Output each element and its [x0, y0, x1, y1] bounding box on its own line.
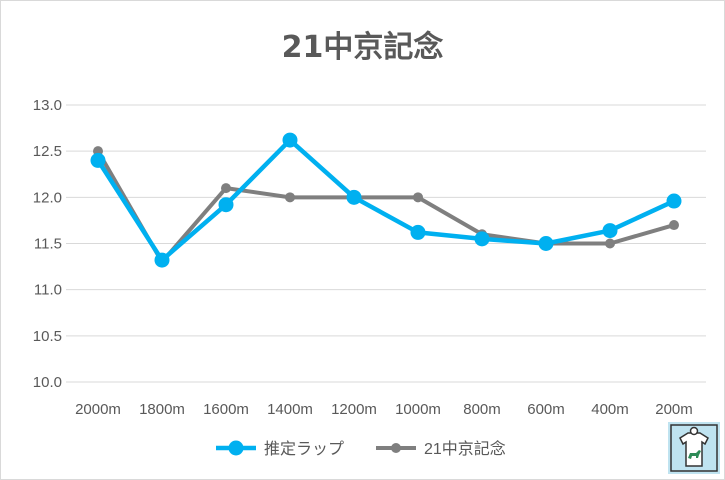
y-axis-tick-labels: 10.0 10.5 11.0 11.5 12.0 12.5 13.0 [33, 97, 62, 391]
y-tick-label: 11.0 [34, 282, 62, 299]
data-point [669, 220, 679, 231]
y-tick-label: 10.5 [33, 328, 62, 345]
x-tick-label: 800m [463, 401, 501, 418]
data-point [413, 192, 423, 203]
y-tick-label: 11.5 [34, 236, 62, 253]
x-axis-tick-labels: 2000m 1800m 1600m 1400m 1200m 1000m 800m 600m 40… [75, 401, 693, 418]
x-tick-label: 1600m [203, 401, 249, 418]
legend-swatch-marker [391, 443, 401, 453]
series-line [96, 150, 675, 264]
x-tick-label: 1200m [331, 401, 377, 418]
x-tick-label: 400m [591, 401, 629, 418]
data-point [154, 252, 170, 268]
data-point [602, 223, 618, 239]
y-tick-label: 13.0 [33, 97, 62, 114]
y-tick-label: 12.0 [33, 189, 62, 206]
x-tick-label: 200m [655, 401, 693, 418]
legend-entry: 21中京記念 [376, 439, 506, 458]
legend-entry: 推定ラップ [216, 440, 344, 458]
chart-title: 21中京記念 [281, 30, 444, 65]
data-point [605, 238, 615, 249]
data-point [410, 224, 426, 240]
data-point [285, 192, 295, 203]
series-1 [90, 132, 682, 268]
legend-label: 推定ラップ [264, 440, 344, 458]
series-lines [90, 132, 682, 268]
data-point [538, 236, 554, 251]
series-2 [93, 146, 679, 267]
data-point [90, 152, 106, 168]
x-tick-label: 600m [527, 401, 565, 418]
series-line [96, 137, 675, 263]
data-point [221, 183, 231, 194]
x-tick-label: 1400m [267, 401, 313, 418]
data-point [666, 193, 682, 209]
x-tick-label: 1000m [395, 401, 441, 418]
legend: 推定ラップ 21中京記念 [216, 439, 506, 458]
x-tick-label: 1800m [139, 401, 185, 418]
x-tick-label: 2000m [75, 401, 121, 418]
legend-swatch-marker [228, 440, 244, 456]
data-point [474, 231, 490, 247]
legend-label: 21中京記念 [424, 439, 506, 458]
data-point [346, 189, 362, 205]
horse-shirt-logo-icon [668, 422, 720, 474]
y-tick-label: 10.0 [33, 374, 62, 391]
y-tick-label: 12.5 [33, 143, 62, 160]
data-point [218, 197, 234, 213]
data-point [282, 132, 298, 148]
